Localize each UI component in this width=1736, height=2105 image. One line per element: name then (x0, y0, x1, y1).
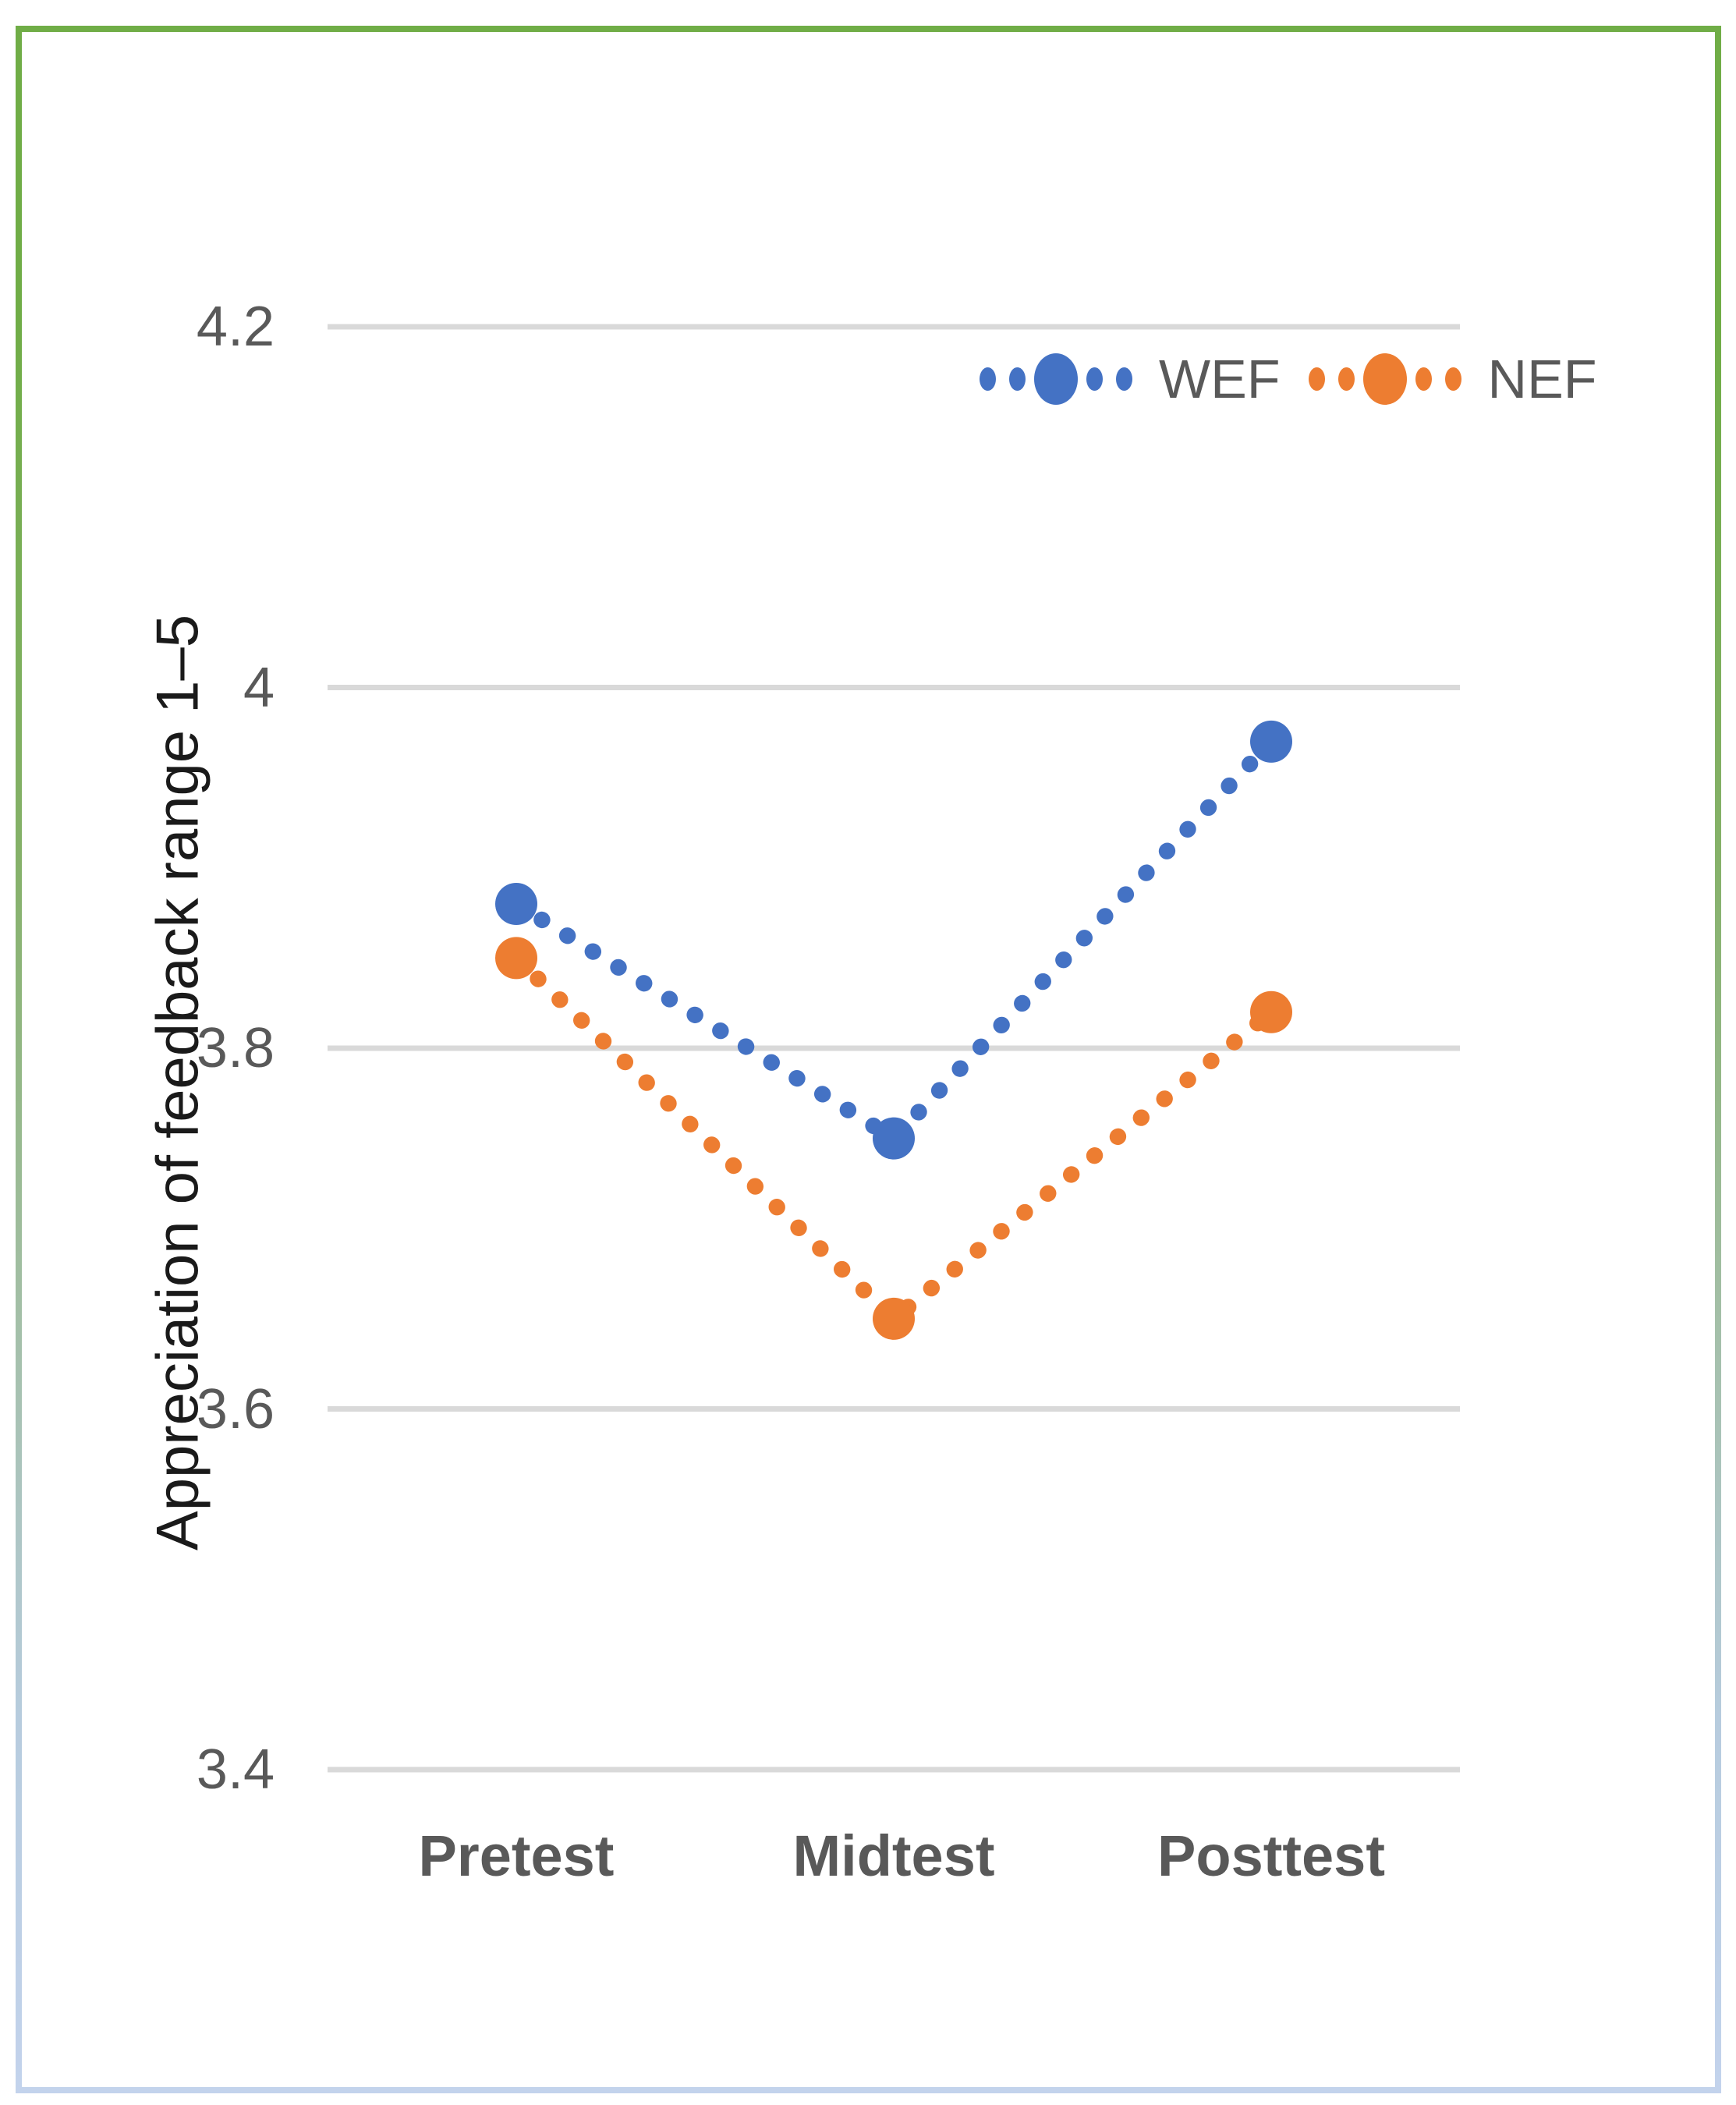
y-tick-3-6: 3.6 (196, 1377, 275, 1441)
y-tick-4-2: 4.2 (196, 296, 275, 358)
legend-label-nef: NEF (1487, 349, 1597, 409)
x-label-midtest: Midtest (792, 1823, 995, 1888)
chart-border-frame (16, 26, 1721, 2093)
nef-legend-marker-icon (1308, 353, 1461, 405)
nef-marker-pretest (495, 937, 537, 980)
wef-marker-posttest (1250, 720, 1292, 763)
y-tick-3-8: 3.8 (196, 1017, 275, 1079)
legend: WEF NEF (980, 344, 1597, 414)
legend-item-nef: NEF (1308, 348, 1597, 410)
nef-marker-midtest (873, 1297, 915, 1340)
wef-marker-midtest (873, 1117, 915, 1160)
legend-item-wef: WEF (980, 348, 1281, 410)
nef-dotted-line (508, 949, 1280, 1330)
wef-dotted-line (508, 733, 1280, 1150)
wef-legend-marker-icon (980, 353, 1132, 405)
x-label-pretest: Pretest (418, 1823, 615, 1888)
wef-marker-pretest (495, 883, 537, 925)
nef-marker-posttest (1250, 990, 1292, 1033)
legend-label-wef: WEF (1159, 349, 1281, 409)
y-tick-4-0: 4 (243, 656, 275, 719)
y-tick-3-4: 3.4 (196, 1738, 275, 1801)
x-label-posttest: Posttest (1157, 1823, 1385, 1888)
